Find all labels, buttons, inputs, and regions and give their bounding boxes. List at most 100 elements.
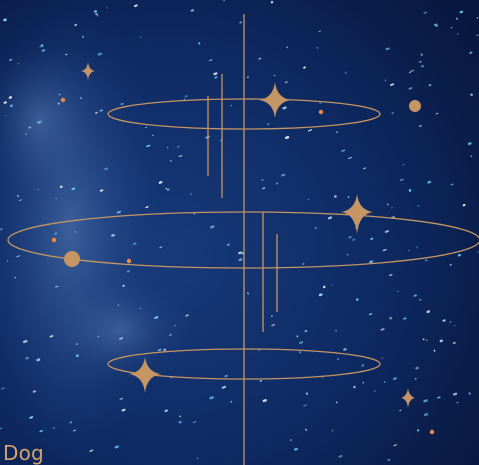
star	[230, 401, 233, 403]
star	[433, 23, 438, 26]
star	[331, 429, 334, 432]
star	[336, 401, 338, 404]
star	[462, 204, 466, 207]
star	[306, 392, 308, 395]
star	[208, 59, 213, 62]
star	[214, 76, 218, 79]
star	[133, 4, 138, 8]
star	[16, 255, 21, 258]
star	[71, 187, 76, 191]
star	[117, 304, 120, 306]
star	[459, 10, 464, 14]
star	[476, 17, 479, 19]
star	[32, 390, 37, 393]
star	[453, 392, 458, 396]
star	[80, 97, 82, 99]
star	[267, 123, 270, 126]
star	[303, 404, 308, 407]
star	[96, 14, 99, 17]
star	[344, 71, 347, 74]
star	[276, 182, 279, 185]
star	[166, 188, 170, 191]
star	[456, 17, 458, 20]
star	[374, 390, 376, 393]
star	[0, 427, 3, 430]
star	[39, 430, 43, 433]
star	[10, 104, 13, 108]
star	[419, 298, 422, 301]
star	[414, 377, 417, 380]
star	[435, 24, 438, 27]
star	[227, 243, 230, 246]
star	[75, 343, 78, 346]
star	[316, 47, 319, 49]
star	[476, 34, 479, 37]
star	[273, 74, 276, 77]
star	[190, 193, 192, 195]
star	[213, 72, 218, 76]
orbit-ring-top	[107, 98, 381, 130]
star	[415, 366, 419, 370]
planet-dot-icon	[64, 251, 80, 267]
four-point-sparkle-icon	[129, 357, 161, 393]
nebula-haze-small	[0, 30, 110, 210]
star	[335, 329, 337, 332]
star	[348, 157, 352, 159]
star	[380, 328, 385, 331]
star	[318, 30, 321, 33]
star	[423, 412, 429, 417]
star	[456, 401, 459, 404]
star	[421, 64, 424, 68]
star	[346, 253, 349, 256]
star	[422, 338, 425, 341]
star	[390, 83, 395, 86]
star	[453, 325, 456, 327]
star	[347, 196, 350, 198]
star	[387, 203, 389, 206]
gold-line-art	[7, 14, 479, 465]
star	[106, 7, 108, 9]
star	[37, 188, 39, 191]
star	[93, 10, 98, 13]
star	[271, 324, 276, 327]
sparkles	[81, 62, 415, 408]
star	[81, 35, 85, 38]
star	[299, 351, 301, 354]
star	[174, 324, 176, 327]
star	[327, 216, 333, 220]
star	[299, 341, 304, 344]
star	[37, 120, 42, 124]
warm-star	[126, 258, 132, 264]
star	[369, 313, 373, 316]
four-point-sparkle-icon	[259, 82, 291, 118]
star	[132, 242, 137, 246]
star	[22, 339, 28, 344]
star	[75, 354, 79, 358]
star	[99, 189, 104, 192]
star	[337, 358, 340, 360]
star	[362, 381, 364, 384]
star	[419, 60, 422, 63]
star	[54, 232, 58, 235]
star	[74, 24, 78, 26]
orbit-ring-middle	[7, 211, 479, 269]
star	[36, 358, 41, 362]
star	[139, 307, 142, 310]
star	[391, 207, 393, 209]
star	[184, 95, 188, 98]
star	[5, 115, 7, 117]
star	[399, 409, 402, 412]
star	[9, 58, 13, 62]
star	[120, 102, 124, 106]
star	[409, 71, 411, 74]
star	[470, 155, 473, 158]
star	[418, 124, 423, 128]
star	[139, 36, 142, 39]
star	[477, 251, 479, 254]
star	[417, 205, 420, 207]
star	[196, 457, 199, 460]
star	[97, 52, 103, 56]
star	[331, 284, 333, 286]
star	[389, 316, 393, 320]
